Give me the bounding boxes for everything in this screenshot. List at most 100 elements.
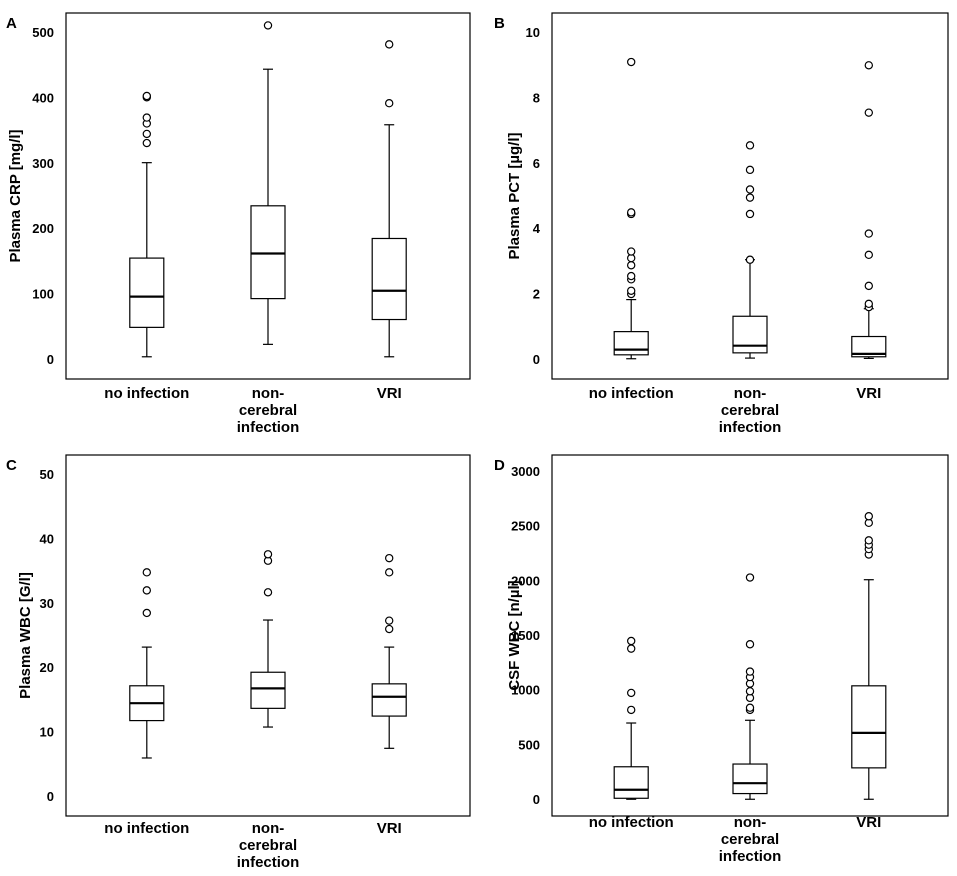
x-category-label: non-cerebral infection (719, 814, 782, 865)
boxplot-3 (371, 40, 407, 358)
x-category-label: VRI (377, 385, 402, 402)
outlier-point (745, 165, 755, 175)
outlier-point (864, 512, 874, 521)
iqr-box (851, 335, 887, 358)
boxplot-3 (851, 61, 887, 360)
iqr-box (371, 683, 407, 717)
y-tick-label: 500 (518, 737, 540, 752)
outlier-point (745, 255, 755, 264)
outlier-point (385, 553, 394, 563)
y-axis-label: Plasma CRP [mg/l] (7, 129, 24, 262)
panel-letter: D (494, 457, 505, 474)
outlier-point (745, 640, 755, 649)
iqr-box (851, 685, 887, 769)
outlier-point (142, 586, 151, 595)
outlier-point (142, 113, 151, 122)
iqr-box (250, 205, 286, 300)
plot-frame (551, 12, 949, 380)
outlier-point (142, 91, 151, 101)
outlier-point (142, 138, 151, 148)
panel-a: A 0 100 200 300 400 500 Plasma CRP [mg/l] no inf… (6, 12, 471, 436)
panel-letter: B (494, 15, 505, 32)
plot-frame (65, 454, 471, 817)
x-category-label: VRI (856, 814, 881, 831)
y-tick-label: 40 (40, 531, 54, 546)
outlier-point (745, 687, 755, 696)
outlier-point (627, 644, 636, 653)
outlier-point (745, 141, 755, 150)
y-tick-label: 1500 (511, 628, 540, 643)
outlier-point (627, 57, 636, 67)
iqr-box (732, 315, 768, 354)
outlier-point (864, 229, 874, 238)
x-category-label: no infection (589, 385, 674, 402)
outlier-point (142, 608, 151, 618)
y-tick-label: 1000 (511, 683, 540, 698)
outlier-point (263, 588, 273, 597)
iqr-box (613, 766, 649, 799)
iqr-box (732, 763, 768, 795)
y-tick-label: 20 (40, 660, 54, 675)
outlier-point (142, 129, 151, 139)
y-axis-label: Plasma WBC [G/l] (17, 572, 34, 699)
outlier-point (745, 667, 755, 676)
boxplot-3 (371, 553, 407, 749)
outlier-point (627, 636, 636, 646)
x-category-label: VRI (856, 385, 881, 402)
iqr-box (613, 331, 649, 356)
boxplot-1 (613, 636, 649, 800)
iqr-box (250, 671, 286, 709)
outlier-point (627, 261, 636, 270)
panel-letter: A (6, 15, 17, 32)
panel-letter: C (6, 457, 17, 474)
y-tick-label: 400 (32, 90, 54, 105)
outlier-point (864, 299, 874, 309)
y-tick-label: 10 (526, 25, 540, 40)
x-category-label: non-cerebral infection (237, 820, 300, 871)
outlier-point (627, 208, 636, 217)
y-axis-label: Plasma PCT [µg/l] (506, 132, 523, 259)
y-tick-label: 50 (40, 467, 54, 482)
y-tick-label: 4 (533, 221, 541, 236)
y-tick-label: 6 (533, 156, 540, 171)
x-category-label: non-cerebral infection (719, 385, 782, 436)
y-tick-label: 500 (32, 25, 54, 40)
boxplot-1 (129, 568, 165, 759)
x-category-label: non-cerebral infection (237, 385, 300, 436)
outlier-point (745, 193, 755, 202)
boxplot-2 (732, 141, 768, 359)
y-tick-label: 2500 (511, 519, 540, 534)
outlier-point (263, 550, 273, 559)
outlier-point (745, 703, 755, 712)
outlier-point (263, 21, 273, 30)
outlier-point (627, 705, 636, 715)
y-tick-label: 30 (40, 596, 54, 611)
outlier-point (385, 98, 394, 108)
boxplot-1 (613, 57, 649, 360)
panel-c: C 0 10 20 30 40 50 Plasma WBC [G/l] no infection… (6, 454, 471, 871)
x-category-label: no infection (589, 814, 674, 831)
plot-frame (65, 12, 471, 380)
outlier-point (627, 247, 636, 256)
x-category-label: no infection (104, 820, 189, 837)
y-tick-label: 100 (32, 287, 54, 302)
y-tick-label: 10 (40, 725, 54, 740)
panel-d: D 0 500 1000 1500 2000 2500 3000 CSF WBC [n/µl] n… (494, 454, 949, 865)
y-tick-label: 3000 (511, 464, 540, 479)
outlier-point (864, 281, 874, 291)
outlier-point (385, 616, 394, 625)
y-tick-label: 200 (32, 221, 54, 236)
y-tick-label: 8 (533, 90, 540, 105)
boxplot-2 (732, 573, 768, 800)
y-tick-label: 0 (47, 352, 54, 367)
y-tick-label: 2 (533, 287, 540, 302)
outlier-point (745, 185, 755, 194)
y-tick-label: 300 (32, 156, 54, 171)
outlier-point (864, 108, 874, 117)
y-tick-label: 2000 (511, 573, 540, 588)
outlier-point (142, 568, 151, 577)
y-tick-label: 0 (533, 352, 540, 367)
x-category-label: VRI (377, 820, 402, 837)
boxplot-2 (250, 550, 286, 728)
